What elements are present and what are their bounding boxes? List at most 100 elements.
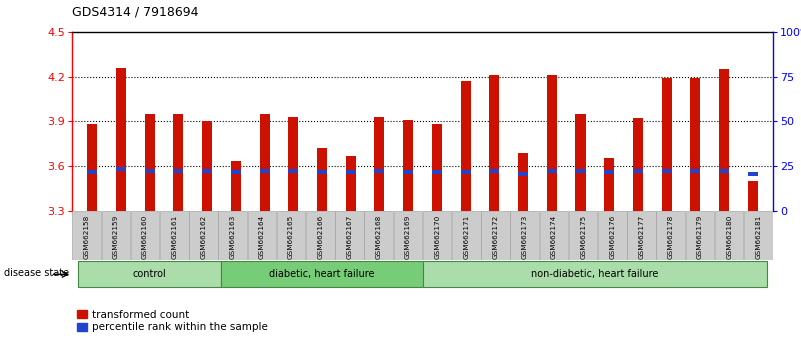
Bar [202, 121, 212, 211]
Text: GSM662174: GSM662174 [551, 215, 557, 259]
Bar [432, 170, 442, 174]
Legend: transformed count, percentile rank within the sample: transformed count, percentile rank withi… [78, 310, 268, 332]
Bar [633, 169, 643, 173]
Bar [748, 172, 758, 176]
Bar [714, 211, 743, 260]
Text: non-diabetic, heart failure: non-diabetic, heart failure [531, 269, 658, 279]
Bar [569, 211, 598, 260]
Bar [719, 169, 729, 173]
Text: GDS4314 / 7918694: GDS4314 / 7918694 [72, 5, 199, 18]
Bar [547, 75, 557, 211]
Bar [317, 170, 327, 174]
Bar [173, 114, 183, 211]
Bar [690, 169, 700, 173]
Text: GSM662176: GSM662176 [610, 215, 615, 259]
Bar [346, 170, 356, 174]
Text: GSM662169: GSM662169 [405, 215, 411, 259]
Bar [662, 78, 672, 211]
Bar [452, 211, 481, 260]
Bar [518, 172, 528, 176]
Bar [87, 124, 97, 211]
Bar [374, 169, 384, 173]
Text: GSM662171: GSM662171 [463, 215, 469, 259]
Bar [627, 211, 656, 260]
Bar [78, 261, 221, 287]
Bar [202, 169, 212, 173]
Bar [288, 169, 298, 173]
Bar [248, 211, 276, 260]
Text: disease state: disease state [4, 268, 69, 278]
Bar [575, 169, 586, 173]
Text: GSM662159: GSM662159 [113, 215, 119, 259]
Bar [489, 169, 499, 173]
Bar [145, 114, 155, 211]
Bar [518, 153, 528, 211]
Bar [306, 211, 335, 260]
Bar [598, 211, 626, 260]
Bar [547, 169, 557, 173]
Bar [481, 211, 510, 260]
Text: GSM662160: GSM662160 [142, 215, 148, 259]
Bar [510, 211, 539, 260]
Bar [461, 170, 471, 174]
Bar [72, 211, 101, 260]
Bar [87, 170, 97, 174]
Bar [374, 117, 384, 211]
Text: GSM662172: GSM662172 [493, 215, 498, 259]
Bar [173, 169, 183, 173]
Text: GSM662166: GSM662166 [317, 215, 324, 259]
Text: GSM662173: GSM662173 [521, 215, 528, 259]
Bar [277, 211, 305, 260]
Text: GSM662170: GSM662170 [434, 215, 440, 259]
Bar [748, 181, 758, 211]
Bar [719, 69, 729, 211]
Bar [116, 167, 126, 171]
Bar [423, 261, 767, 287]
Bar [145, 169, 155, 173]
Text: GSM662168: GSM662168 [376, 215, 382, 259]
Bar [102, 211, 131, 260]
Bar [575, 114, 586, 211]
Text: GSM662164: GSM662164 [259, 215, 265, 259]
Bar [116, 68, 126, 211]
Text: control: control [133, 269, 167, 279]
Bar [423, 211, 452, 260]
Text: GSM662163: GSM662163 [230, 215, 235, 259]
Bar [221, 261, 423, 287]
Bar [260, 169, 270, 173]
Bar [604, 159, 614, 211]
Bar [633, 118, 643, 211]
Bar [160, 211, 188, 260]
Bar [604, 170, 614, 174]
Bar [393, 211, 422, 260]
Bar [686, 211, 714, 260]
Text: diabetic, heart failure: diabetic, heart failure [269, 269, 375, 279]
Bar [403, 170, 413, 174]
Text: GSM662162: GSM662162 [200, 215, 207, 259]
Text: GSM662180: GSM662180 [727, 215, 732, 259]
Bar [231, 161, 241, 211]
Bar [540, 211, 568, 260]
Bar [489, 75, 499, 211]
Bar [288, 117, 298, 211]
Bar [219, 211, 247, 260]
Text: GSM662175: GSM662175 [580, 215, 586, 259]
Text: GSM662181: GSM662181 [755, 215, 762, 259]
Bar [317, 148, 327, 211]
Bar [131, 211, 159, 260]
Bar [744, 211, 773, 260]
Bar [335, 211, 364, 260]
Text: GSM662177: GSM662177 [638, 215, 645, 259]
Text: GSM662161: GSM662161 [171, 215, 177, 259]
Bar [346, 155, 356, 211]
Bar [364, 211, 393, 260]
Bar [403, 120, 413, 211]
Text: GSM662179: GSM662179 [697, 215, 703, 259]
Bar [432, 124, 442, 211]
Bar [662, 169, 672, 173]
Bar [189, 211, 218, 260]
Bar [260, 114, 270, 211]
Bar [657, 211, 685, 260]
Bar [690, 78, 700, 211]
Text: GSM662178: GSM662178 [668, 215, 674, 259]
